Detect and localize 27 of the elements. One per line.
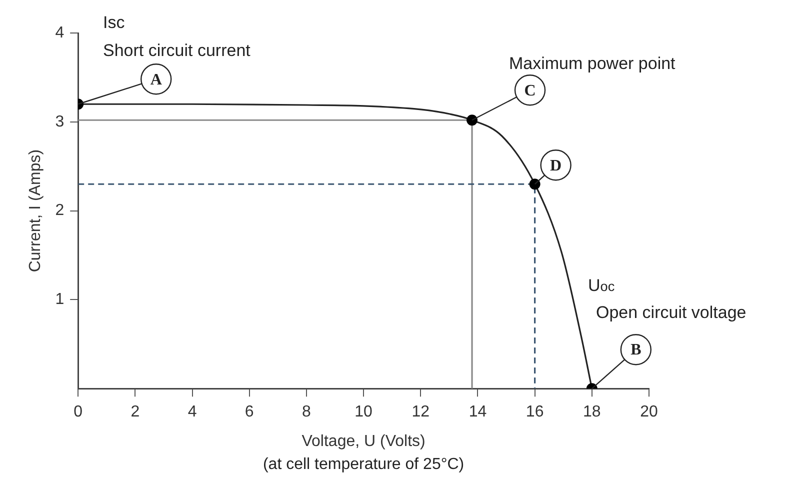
y-tick-label: 2 [55,202,64,220]
text: Isc [103,13,126,32]
annotation: B [630,342,642,359]
x-tick-label: 12 [412,404,430,421]
annotation: Uoc [588,276,615,295]
x-tick-label: 14 [468,404,487,421]
annotation: Open circuit voltage [596,303,746,322]
y-axis-title: Current, I (Amps) [27,149,44,272]
x-tick-label: 18 [583,404,601,421]
x-tick-label: 10 [354,404,373,421]
y-tick-label: 1 [55,291,64,308]
annotation: Maximum power point [509,54,676,73]
y-tick-label: 3 [55,113,64,130]
x-tick-label: 6 [244,404,254,421]
x-tick-label: 2 [130,404,140,421]
annotation: A [150,71,162,88]
x-tick-label: 0 [74,404,83,421]
x-tick-label: 20 [640,404,658,421]
x-tick-label: 4 [188,404,197,421]
annotation: C [524,82,536,100]
text: (at cell temperature of 25°C) [262,456,464,473]
x-tick-label: 16 [526,404,544,421]
y-tick-label: 4 [55,24,64,42]
annotation: D [550,157,562,174]
x-tick-label: 8 [302,404,312,421]
x-axis-title: Voltage, U (Volts) [302,432,426,450]
annotation: Short circuit current [103,41,251,60]
